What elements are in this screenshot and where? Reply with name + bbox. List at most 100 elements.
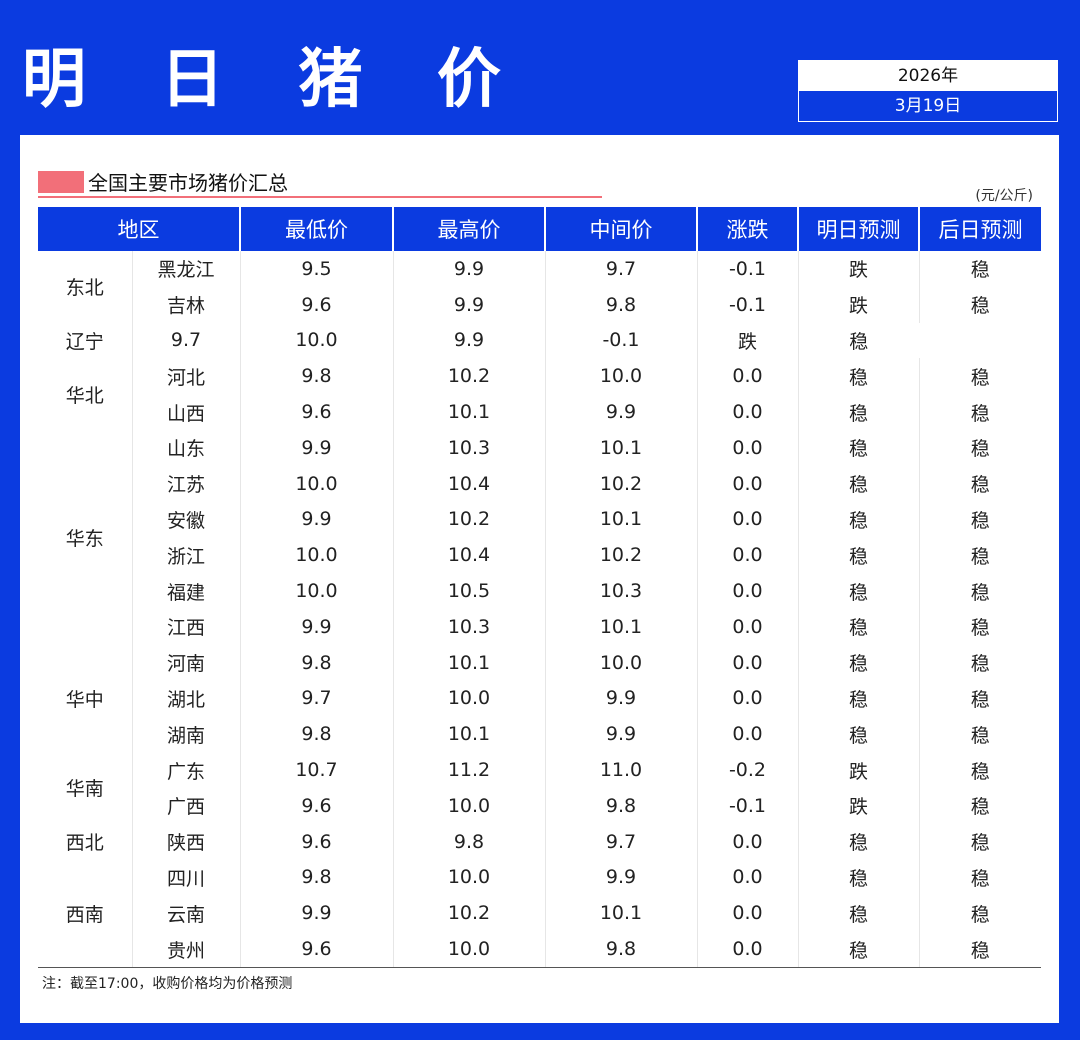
low-price-cell: 9.6 (240, 787, 394, 824)
tomorrow-forecast-cell: 稳 (798, 716, 920, 753)
day-after-forecast-cell: 稳 (970, 474, 990, 497)
low-price-cell: 10.0 (240, 537, 394, 574)
mid-price-cell: 10.3 (545, 573, 698, 609)
section-underline (38, 196, 602, 198)
change-cell: 0.0 (697, 394, 799, 430)
change-cell: 0.0 (697, 644, 799, 681)
table-row: 安徽 9.9 10.2 10.1 0.0 稳稳 (38, 501, 1041, 538)
change-cell: 0.0 (697, 716, 799, 753)
tomorrow-forecast-cell: 稳 (798, 537, 920, 574)
low-price-cell: 9.8 (240, 358, 394, 395)
date-box: 2026年 3月19日 (798, 60, 1058, 122)
footnote: 注：截至17:00，收购价格均为价格预测 (42, 976, 293, 992)
mid-price-cell: 9.8 (545, 787, 698, 824)
change-cell: 0.0 (697, 895, 799, 932)
province-cell: 广东 (132, 752, 241, 788)
province-cell: 山西 (132, 394, 241, 430)
header-change: 涨跌 (697, 207, 799, 251)
change-cell: 0.0 (697, 608, 799, 645)
province-cell: 浙江 (132, 537, 241, 574)
table-row: 湖南 9.8 10.1 9.9 0.0 稳稳 (38, 716, 1041, 753)
province-cell: 云南 (132, 895, 241, 932)
tomorrow-forecast-cell: 跌 (798, 286, 920, 323)
low-price-cell: 9.9 (240, 608, 394, 645)
low-price-cell: 9.8 (240, 644, 394, 681)
day-after-forecast-cell: 稳 (970, 402, 990, 425)
day-after-forecast-cell: 稳 (970, 653, 990, 676)
table-row: 山西 9.6 10.1 9.9 0.0 稳稳 (38, 394, 1041, 430)
high-price-cell: 10.4 (393, 465, 546, 502)
change-cell: 0.0 (697, 537, 799, 574)
day-after-forecast-cell: 稳 (970, 295, 990, 318)
tomorrow-forecast-cell: 稳 (798, 823, 920, 860)
day-after-forecast-cell: 稳 (970, 617, 990, 640)
mid-price-cell: 10.1 (545, 429, 698, 466)
content-panel: 全国主要市场猪价汇总 (元/公斤) 地区 最低价 最高价 中间价 涨跌 明日预测… (20, 135, 1059, 1023)
table-row: 东北 黑龙江 9.5 9.9 9.7 -0.1 跌稳 (38, 251, 1041, 323)
tomorrow-forecast-cell: 跌 (798, 251, 920, 287)
date-year: 2026年 (799, 61, 1057, 91)
tomorrow-forecast-cell: 稳 (798, 429, 920, 466)
mid-price-cell: 9.9 (545, 680, 698, 717)
mid-price-cell: 9.8 (545, 286, 698, 323)
day-after-forecast-cell: 稳 (970, 832, 990, 855)
table-row: 云南 9.9 10.2 10.1 0.0 稳稳 (38, 895, 1041, 932)
day-after-forecast-cell: 稳 (970, 688, 990, 711)
high-price-cell: 10.2 (393, 895, 546, 932)
table-row: 江苏 10.0 10.4 10.2 0.0 稳稳 (38, 465, 1041, 502)
province-cell: 陕西 (132, 823, 241, 860)
tomorrow-forecast-cell: 稳 (798, 573, 920, 609)
zone-cell: 华东 (38, 429, 133, 645)
province-cell: 贵州 (132, 931, 241, 967)
change-cell: 0.0 (697, 931, 799, 967)
change-cell: -0.2 (697, 752, 799, 788)
table-row: 华南 广东 10.7 11.2 11.0 -0.2 跌稳 (38, 752, 1041, 824)
zone-cell: 华中 (38, 644, 133, 753)
low-price-cell: 10.7 (240, 752, 394, 788)
province-cell: 江苏 (132, 465, 241, 502)
province-cell: 辽宁 (38, 322, 133, 359)
change-cell: 0.0 (697, 358, 799, 395)
table-row: 吉林 9.6 9.9 9.8 -0.1 跌 稳 (38, 286, 1041, 323)
change-cell: 0.0 (697, 501, 799, 538)
table-row: 华中 河南 9.8 10.1 10.0 0.0 稳稳 (38, 644, 1041, 753)
tomorrow-forecast-cell: 稳 (798, 895, 920, 932)
day-after-forecast-cell: 稳 (970, 438, 990, 461)
high-price-cell: 9.9 (393, 286, 546, 323)
table-row: 广西 9.6 10.0 9.8 -0.1 跌 稳 (38, 787, 1041, 824)
high-price-cell: 10.0 (393, 680, 546, 717)
low-price-cell: 10.0 (240, 573, 394, 609)
high-price-cell: 10.1 (393, 644, 546, 681)
high-price-cell: 11.2 (393, 752, 546, 788)
high-price-cell: 10.0 (393, 787, 546, 824)
table-row: 西南 四川 9.8 10.0 9.9 0.0 稳稳 (38, 859, 1041, 967)
province-cell: 江西 (132, 608, 241, 645)
tomorrow-forecast-cell: 稳 (798, 931, 920, 967)
day-after-forecast-cell: 稳 (970, 939, 990, 962)
section-marker (38, 171, 84, 193)
zone-cell: 西北 (38, 823, 133, 860)
low-price-cell: 9.7 (240, 680, 394, 717)
low-price-cell: 10.0 (240, 465, 394, 502)
province-cell: 吉林 (132, 286, 241, 323)
table-row: 华东 山东 9.9 10.3 10.1 0.0 稳稳 (38, 429, 1041, 645)
tomorrow-forecast-cell: 跌 (697, 322, 799, 359)
province-cell: 广西 (132, 787, 241, 824)
zone-cell: 东北 (38, 251, 133, 323)
unit-label: (元/公斤) (975, 188, 1033, 204)
header-mid: 中间价 (545, 207, 698, 251)
province-cell: 河北 (132, 358, 241, 395)
mid-price-cell: 11.0 (545, 752, 698, 788)
mid-price-cell: 10.2 (545, 537, 698, 574)
high-price-cell: 10.3 (393, 608, 546, 645)
low-price-cell: 9.6 (240, 931, 394, 967)
change-cell: 0.0 (697, 465, 799, 502)
day-after-forecast-cell: 稳 (970, 867, 990, 890)
mid-price-cell: 9.8 (545, 931, 698, 967)
low-price-cell: 9.9 (240, 895, 394, 932)
province-cell: 湖北 (132, 680, 241, 717)
header-low: 最低价 (240, 207, 394, 251)
day-after-forecast-cell: 稳 (970, 259, 990, 282)
province-cell: 福建 (132, 573, 241, 609)
date-day: 3月19日 (894, 96, 962, 116)
